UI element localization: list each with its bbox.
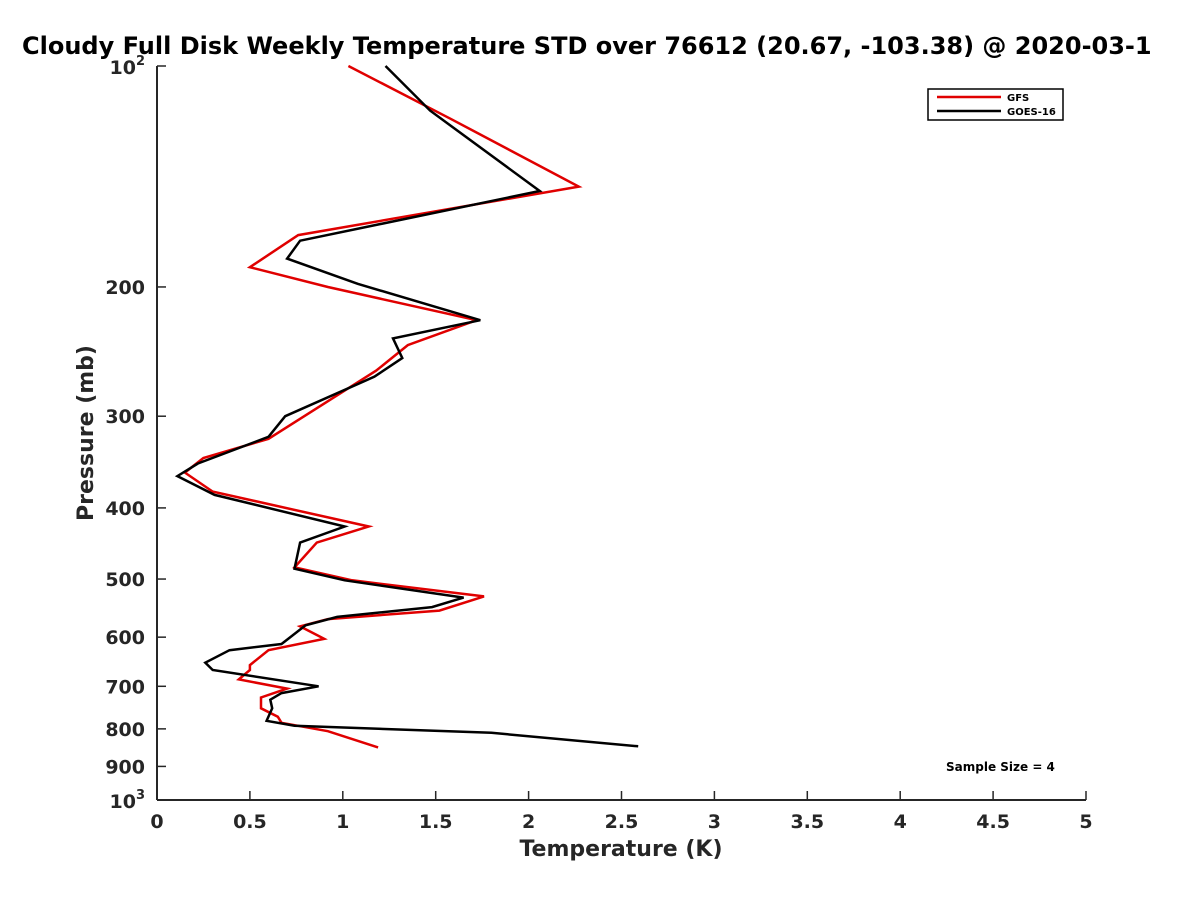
x-tick-label: 1 [336, 811, 349, 833]
x-tick-label: 4 [894, 811, 907, 833]
y-tick-power-label: 102 [110, 54, 146, 79]
x-axis-label: Temperature (K) [519, 837, 722, 862]
x-tick-label: 0 [150, 811, 163, 833]
y-tick-label: 400 [105, 498, 145, 520]
y-axis-ticks: 200 300 400 500 600 700 800 900 102 103 [105, 54, 166, 813]
series-line-goes16 [174, 65, 639, 748]
legend-label-goes16: GOES-16 [1007, 107, 1056, 118]
x-tick-label: 5 [1079, 811, 1092, 833]
series-layer [174, 64, 639, 749]
x-tick-label: 1.5 [419, 811, 453, 833]
x-axis-ticks: 0 0.5 1 1.5 2 2.5 3 3.5 4 4.5 5 [150, 791, 1093, 833]
y-tick-power-label: 103 [110, 788, 146, 813]
y-tick-label: 600 [105, 627, 145, 649]
y-tick-label: 500 [105, 569, 145, 591]
y-tick-label: 900 [105, 756, 145, 778]
x-tick-label: 2.5 [605, 811, 639, 833]
y-tick-label: 700 [105, 676, 145, 698]
y-tick-label: 300 [105, 406, 145, 428]
chart-title: Cloudy Full Disk Weekly Temperature STD … [22, 32, 1152, 60]
y-tick-label: 200 [105, 277, 145, 299]
legend: GFS GOES-16 [927, 88, 1064, 121]
x-tick-label: 3 [708, 811, 721, 833]
series-line-gfs [182, 64, 583, 749]
y-axis-label: Pressure (mb) [74, 345, 99, 521]
x-tick-label: 3.5 [790, 811, 824, 833]
sample-size-annotation: Sample Size = 4 [946, 760, 1055, 774]
legend-box [927, 88, 1064, 121]
x-tick-label: 2 [522, 811, 535, 833]
y-tick-label: 800 [105, 719, 145, 741]
legend-label-gfs: GFS [1007, 93, 1029, 104]
x-tick-label: 4.5 [976, 811, 1010, 833]
x-tick-label: 0.5 [233, 811, 267, 833]
